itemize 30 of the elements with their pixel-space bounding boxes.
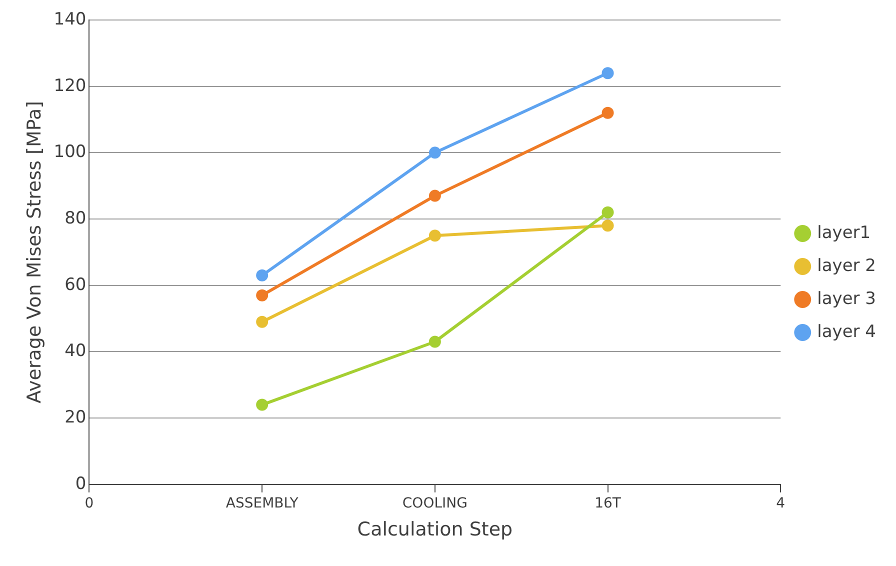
point xyxy=(602,206,614,218)
legend-label: layer 2 xyxy=(817,256,876,276)
point xyxy=(428,190,441,202)
y-tick-label: 120 xyxy=(54,76,86,96)
x-axis-title: Calculation Step xyxy=(357,518,513,541)
x-tick-label: COOLING xyxy=(402,495,468,512)
point xyxy=(428,336,441,348)
legend-label: layer 4 xyxy=(817,322,876,342)
point xyxy=(428,230,441,242)
point xyxy=(256,316,268,328)
y-tick-label: 100 xyxy=(54,142,86,162)
point xyxy=(602,67,614,80)
y-tick-label: 40 xyxy=(64,341,86,362)
x-tick-label: ASSEMBLY xyxy=(226,495,299,512)
point xyxy=(256,289,268,302)
y-tick-label: 140 xyxy=(54,9,86,30)
legend-label: layer 3 xyxy=(817,288,876,309)
point xyxy=(602,106,614,119)
point xyxy=(256,269,268,282)
y-tick-label: 80 xyxy=(64,208,86,228)
y-axis-title: Average Von Mises Stress [MPa] xyxy=(23,101,46,404)
legend-label: layer1 xyxy=(817,222,871,243)
point xyxy=(602,220,614,232)
x-tick-label: 16T xyxy=(594,495,622,512)
y-tick-label: 60 xyxy=(64,274,86,295)
y-tick-label: 0 xyxy=(75,474,86,494)
point xyxy=(256,398,268,411)
point xyxy=(428,146,441,159)
x-tick-label: 4 xyxy=(776,495,786,512)
y-tick-label: 20 xyxy=(64,407,86,428)
